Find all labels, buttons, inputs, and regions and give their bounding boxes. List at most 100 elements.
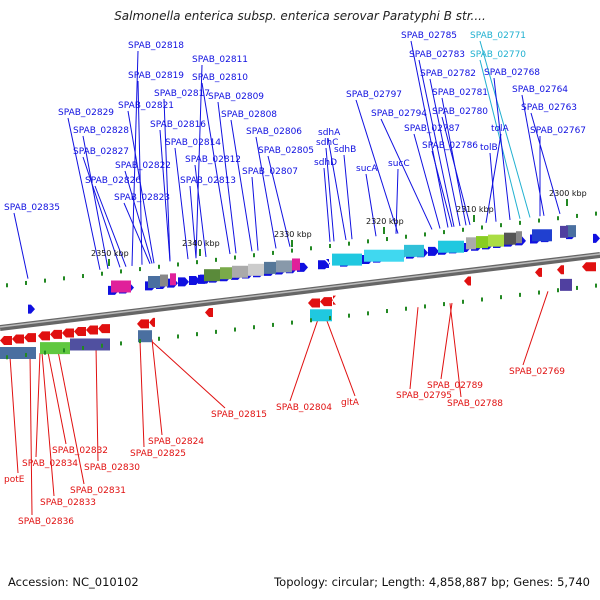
top-gene-label: SPAB_02781 bbox=[432, 88, 488, 98]
upper-annotation-block bbox=[264, 261, 276, 274]
top-gene-label: sucA bbox=[356, 164, 378, 174]
reverse-gene-arrow bbox=[98, 324, 110, 334]
top-label-leader bbox=[327, 137, 347, 240]
tick-dot-upper bbox=[120, 269, 122, 274]
top-gene-label: SPAB_02794 bbox=[371, 109, 427, 119]
top-gene-label: SPAB_02822 bbox=[115, 161, 171, 171]
top-gene-label: SPAB_02827 bbox=[73, 147, 129, 157]
tick-dot-lower bbox=[272, 322, 274, 327]
forward-gene-arrow bbox=[318, 260, 329, 270]
accession-text: Accession: NC_010102 bbox=[8, 575, 139, 589]
tick-dot-upper bbox=[253, 253, 255, 258]
tick-dot-upper bbox=[82, 274, 84, 279]
lower-annotation-block bbox=[560, 278, 572, 291]
tick-dot-lower bbox=[348, 313, 350, 318]
tick-dot-lower bbox=[367, 311, 369, 316]
bottom-label-leader bbox=[440, 302, 453, 380]
scale-tick-label: 2330 kbp bbox=[274, 230, 312, 239]
top-gene-label: SPAB_02811 bbox=[192, 55, 248, 65]
top-gene-label: SPAB_02764 bbox=[512, 85, 568, 95]
tick-dot-upper bbox=[272, 250, 274, 255]
reverse-gene-arrow bbox=[149, 317, 155, 327]
top-gene-label: SPAB_02809 bbox=[208, 92, 264, 102]
top-gene-label: SPAB_02785 bbox=[401, 31, 457, 41]
upper-annotation-block bbox=[438, 240, 464, 253]
tick-dot-upper bbox=[310, 246, 312, 251]
tick-dot-lower bbox=[215, 329, 217, 334]
upper-annotation-block bbox=[566, 225, 576, 238]
tick-dot-upper bbox=[386, 237, 388, 242]
top-gene-label: SPAB_02819 bbox=[128, 71, 184, 81]
forward-gene-arrow bbox=[189, 276, 200, 286]
top-gene-label: SPAB_02810 bbox=[192, 73, 248, 83]
reverse-gene-arrow bbox=[62, 328, 74, 338]
genome-backbone bbox=[0, 252, 600, 331]
tick-dot-upper bbox=[139, 267, 141, 272]
top-gene-label: SPAB_02813 bbox=[180, 176, 236, 186]
upper-annotation-block bbox=[364, 249, 404, 262]
reverse-gene-arrow bbox=[535, 267, 542, 277]
top-gene-label: SPAB_02787 bbox=[404, 124, 460, 134]
bottom-label-leader bbox=[9, 356, 19, 474]
top-label-leader bbox=[94, 185, 127, 267]
bottom-label-leader bbox=[151, 339, 163, 436]
top-gene-label: SPAB_02823 bbox=[114, 193, 170, 203]
upper-annotation-block bbox=[488, 234, 504, 247]
tick-dot-upper bbox=[405, 234, 407, 239]
tick-dot-lower bbox=[291, 320, 293, 325]
bottom-gene-label: SPAB_02789 bbox=[427, 381, 483, 391]
reverse-gene-arrow bbox=[308, 298, 320, 308]
top-gene-label: SPAB_02812 bbox=[185, 155, 241, 165]
tick-dot-lower bbox=[82, 346, 84, 351]
tick-dot-lower bbox=[443, 302, 445, 307]
top-label-leader bbox=[521, 94, 545, 216]
top-label-leader bbox=[82, 135, 109, 269]
lower-annotation-block bbox=[70, 338, 110, 351]
top-gene-label: SPAB_02817 bbox=[154, 89, 210, 99]
top-gene-label: tolB bbox=[480, 143, 498, 153]
tick-dot-upper bbox=[44, 278, 46, 283]
top-label-leader bbox=[82, 156, 121, 268]
top-label-leader bbox=[13, 212, 29, 279]
bottom-label-leader bbox=[449, 303, 462, 398]
top-label-leader bbox=[194, 164, 207, 257]
top-gene-label: SPAB_02805 bbox=[258, 146, 314, 156]
tick-dot-lower bbox=[576, 285, 578, 290]
top-gene-label: SPAB_02808 bbox=[221, 110, 277, 120]
bottom-gene-label: SPAB_02824 bbox=[148, 437, 204, 447]
bottom-gene-label: SPAB_02831 bbox=[70, 486, 126, 496]
top-label-leader bbox=[230, 119, 253, 252]
bottom-gene-label: SPAB_02836 bbox=[18, 517, 74, 527]
reverse-gene-arrow bbox=[74, 326, 86, 336]
upper-annotation-block bbox=[170, 273, 176, 286]
tick-dot-upper bbox=[519, 220, 521, 225]
reverse-gene-arrow bbox=[12, 334, 24, 344]
bottom-gene-label: SPAB_02795 bbox=[396, 391, 452, 401]
bottom-gene-label: SPAB_02815 bbox=[211, 410, 267, 420]
top-label-leader bbox=[255, 136, 277, 249]
top-label-leader bbox=[355, 99, 399, 234]
forward-gene-arrow bbox=[178, 277, 189, 287]
bottom-label-leader bbox=[47, 352, 67, 445]
top-label-leader bbox=[489, 152, 497, 222]
bottom-gene-label: SPAB_02832 bbox=[52, 446, 108, 456]
tick-dot-lower bbox=[177, 334, 179, 339]
reverse-gene-arrow bbox=[38, 331, 50, 341]
tick-dot-upper bbox=[576, 213, 578, 218]
top-label-leader bbox=[163, 98, 171, 262]
upper-annotation-block bbox=[332, 253, 362, 266]
top-label-leader bbox=[251, 176, 259, 251]
top-label-leader bbox=[418, 59, 455, 227]
reverse-gene-arrow bbox=[332, 295, 336, 305]
scale-tick-label: 2340 kbp bbox=[182, 239, 220, 248]
top-gene-label: sdhB bbox=[334, 145, 356, 155]
bottom-gene-label: gltA bbox=[341, 398, 360, 408]
top-gene-label: SPAB_02821 bbox=[118, 101, 174, 111]
top-gene-label: SPAB_02835 bbox=[4, 203, 60, 213]
bottom-label-leader bbox=[325, 318, 356, 397]
top-gene-label: sdhD bbox=[314, 158, 337, 168]
scale-tick-label: 2320 kbp bbox=[366, 217, 404, 226]
forward-gene-arrow bbox=[326, 258, 330, 268]
top-label-leader bbox=[123, 202, 151, 264]
